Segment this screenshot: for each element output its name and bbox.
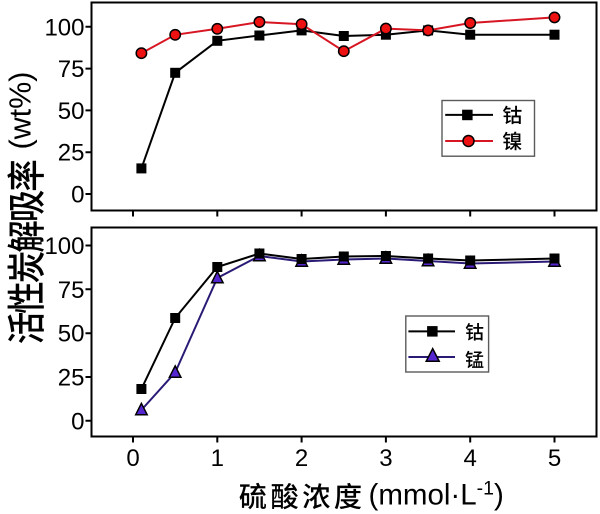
svg-text:0: 0 xyxy=(71,408,84,435)
svg-text:0: 0 xyxy=(126,445,139,472)
svg-text:2: 2 xyxy=(295,445,308,472)
svg-text:(wt%): (wt%) xyxy=(4,72,38,150)
svg-text:100: 100 xyxy=(44,14,84,41)
svg-text:75: 75 xyxy=(58,56,85,83)
svg-text:1: 1 xyxy=(211,445,224,472)
svg-text:5: 5 xyxy=(548,445,561,472)
svg-text:3: 3 xyxy=(379,445,392,472)
svg-text:4: 4 xyxy=(464,445,477,472)
svg-text:25: 25 xyxy=(58,140,85,167)
svg-text:25: 25 xyxy=(58,365,85,392)
svg-text:100: 100 xyxy=(44,233,84,260)
svg-text:75: 75 xyxy=(58,277,85,304)
svg-text:50: 50 xyxy=(58,98,85,125)
svg-text:0: 0 xyxy=(71,182,84,209)
svg-text:50: 50 xyxy=(58,321,85,348)
